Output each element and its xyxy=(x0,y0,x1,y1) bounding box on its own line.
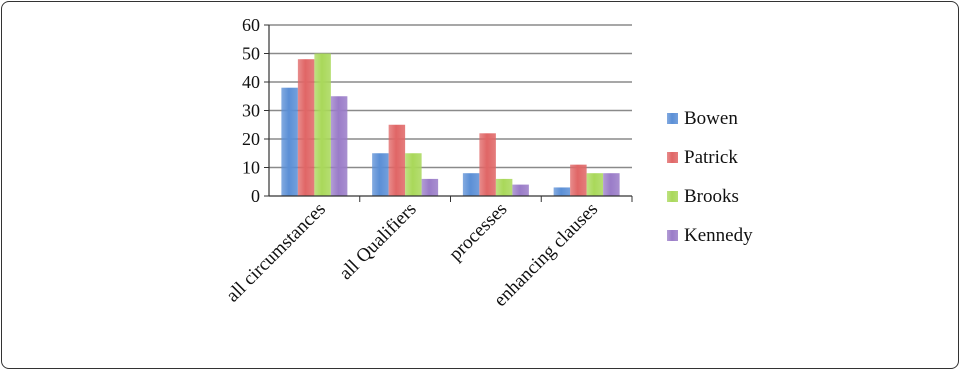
bar-bowen-processes xyxy=(462,173,480,196)
legend-label-brooks: Brooks xyxy=(684,186,739,207)
bar-bowen-all-qualifiers xyxy=(372,153,389,196)
legend-swatch-patrick xyxy=(667,152,678,163)
legend-swatch-kennedy xyxy=(667,230,678,241)
y-tick-label-50: 50 xyxy=(242,44,260,64)
bar-patrick-processes xyxy=(479,133,496,196)
bar-kennedy-all-qualifiers xyxy=(421,178,439,196)
bars xyxy=(281,53,620,197)
bar-bowen-enhancing-clauses xyxy=(553,187,571,196)
bar-brooks-all-qualifiers xyxy=(405,153,422,196)
axes xyxy=(268,25,633,202)
legend: Bowen Patrick Brooks Kennedy xyxy=(667,108,753,246)
bar-brooks-all-circumstances xyxy=(314,53,331,196)
x-category-label-processes: processes xyxy=(445,199,511,265)
x-category-labels: all circumstances all Qualifiers processes… xyxy=(222,199,602,311)
bar-patrick-all-qualifiers xyxy=(388,124,406,196)
legend-label-patrick: Patrick xyxy=(684,147,738,168)
bar-chart: 0 10 20 30 40 50 60 all circumstances all Quali… xyxy=(222,15,753,311)
bar-kennedy-enhancing-clauses xyxy=(603,173,620,196)
bar-bowen-all-circumstances xyxy=(281,87,298,196)
x-category-label-all-qualifiers: all Qualifiers xyxy=(335,199,420,284)
y-tick-label-0: 0 xyxy=(251,186,260,206)
legend-label-kennedy: Kennedy xyxy=(684,225,753,246)
y-tick-label-60: 60 xyxy=(242,15,260,35)
legend-label-bowen: Bowen xyxy=(684,108,738,129)
y-tick-label-30: 30 xyxy=(242,101,260,121)
y-tick-labels: 0 10 20 30 40 50 60 xyxy=(242,15,260,206)
bar-kennedy-processes xyxy=(512,184,529,196)
legend-swatch-brooks xyxy=(667,191,678,202)
x-category-label-all-circumstances: all circumstances xyxy=(222,199,330,307)
y-tick-label-10: 10 xyxy=(242,158,260,178)
y-tick-label-20: 20 xyxy=(242,129,260,149)
bar-patrick-all-circumstances xyxy=(297,59,315,197)
legend-swatch-bowen xyxy=(667,113,678,124)
bar-brooks-processes xyxy=(495,178,513,196)
bar-patrick-enhancing-clauses xyxy=(570,164,587,196)
bar-brooks-enhancing-clauses xyxy=(586,173,604,196)
y-tick-label-40: 40 xyxy=(242,72,260,92)
bar-kennedy-all-circumstances xyxy=(330,96,348,196)
